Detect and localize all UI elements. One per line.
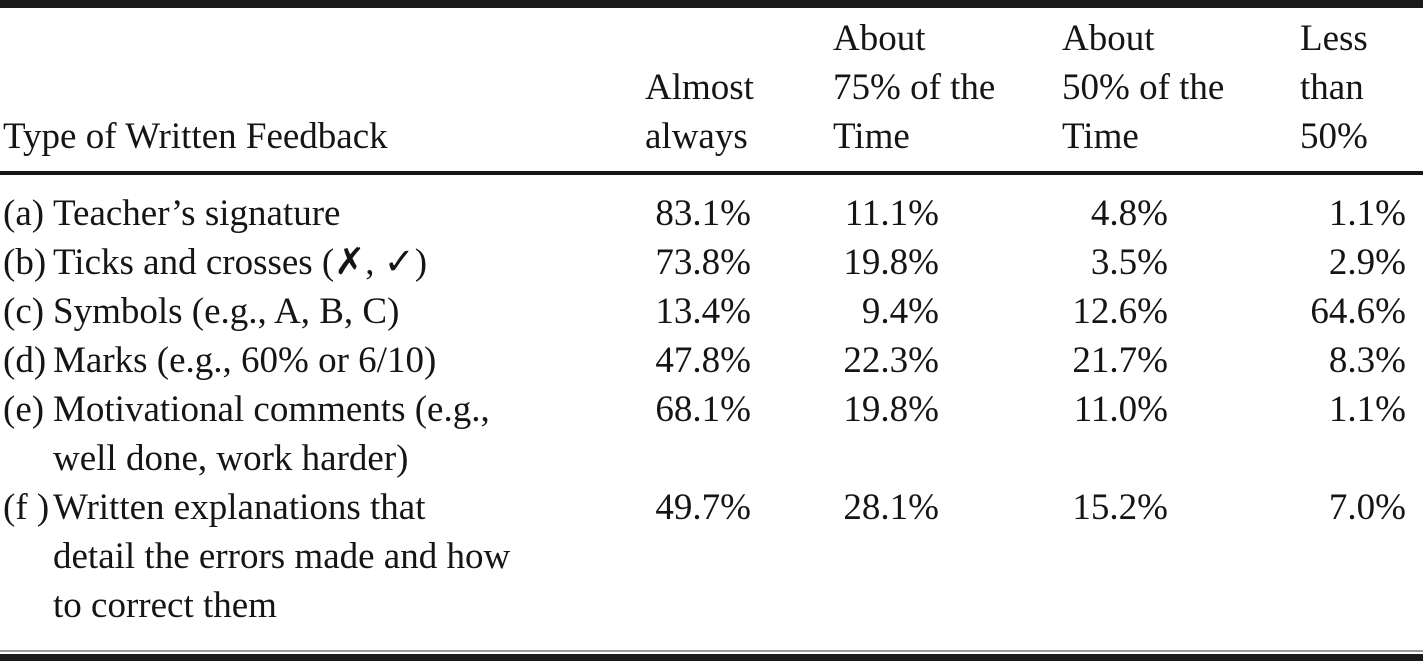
value-cell: 1.1% bbox=[1328, 389, 1406, 430]
value-cell: 4.8% bbox=[1090, 193, 1168, 234]
value-cell: 12.6% bbox=[1072, 291, 1168, 332]
table-bottom-thick-rule bbox=[0, 654, 1423, 661]
column-header-less-than-50: Less than 50% bbox=[1300, 8, 1423, 175]
row-label: (c) bbox=[3, 291, 45, 332]
table-body: (a) Teacher’s signature 83.1% 11.1% 4.8% … bbox=[0, 173, 1423, 630]
value-cell: 3.5% bbox=[1090, 242, 1168, 283]
value-cell: 49.7% bbox=[655, 487, 751, 528]
table-row-f: (f ) Written explanations that detail the… bbox=[0, 483, 1423, 630]
value-cell: 1.1% bbox=[1328, 193, 1406, 234]
row-header: (a) Teacher’s signature bbox=[0, 173, 645, 238]
table-row-e: (e) Motivational comments (e.g., well don… bbox=[0, 385, 1423, 483]
value-cell: 8.3% bbox=[1328, 340, 1406, 381]
column-header-75-percent: About 75% of the Time bbox=[833, 8, 1062, 175]
value-cell: 22.3% bbox=[843, 340, 939, 381]
value-cell: 83.1% bbox=[655, 193, 751, 234]
row-label: (a) bbox=[3, 193, 45, 234]
value-cell: 13.4% bbox=[655, 291, 751, 332]
table-row-c: (c) Symbols (e.g., A, B, C) 13.4% 9.4% 12… bbox=[0, 287, 1423, 336]
row-header: (e) Motivational comments (e.g., well don… bbox=[0, 385, 645, 483]
value-cell: 19.8% bbox=[843, 389, 939, 430]
column-header-almost-always: Almost always bbox=[645, 8, 833, 175]
row-header: (b) Ticks and crosses (✗, ✓) bbox=[0, 238, 645, 287]
value-cell: 47.8% bbox=[655, 340, 751, 381]
row-header: (d) Marks (e.g., 60% or 6/10) bbox=[0, 336, 645, 385]
row-text: Written explanations that detail the err… bbox=[53, 487, 511, 626]
table-row-b: (b) Ticks and crosses (✗, ✓) 73.8% 19.8% … bbox=[0, 238, 1423, 287]
row-text: Teacher’s signature bbox=[53, 193, 341, 234]
value-cell: 28.1% bbox=[843, 487, 939, 528]
value-cell: 11.1% bbox=[844, 193, 939, 234]
value-cell: 11.0% bbox=[1073, 389, 1168, 430]
row-label: (b) bbox=[3, 242, 47, 283]
value-cell: 73.8% bbox=[655, 242, 751, 283]
table-header: Type of Written Feedback Almost always A… bbox=[0, 8, 1423, 175]
value-cell: 7.0% bbox=[1328, 487, 1406, 528]
row-text: Marks (e.g., 60% or 6/10) bbox=[53, 340, 437, 381]
value-cell: 2.9% bbox=[1328, 242, 1406, 283]
written-feedback-table: Type of Written Feedback Almost always A… bbox=[0, 8, 1423, 630]
value-cell: 9.4% bbox=[861, 291, 939, 332]
row-label: (f ) bbox=[3, 487, 50, 528]
row-header: (f ) Written explanations that detail the… bbox=[0, 483, 645, 630]
row-label: (e) bbox=[3, 389, 45, 430]
row-text: Motivational comments (e.g., well done, … bbox=[53, 389, 490, 479]
table-row-a: (a) Teacher’s signature 83.1% 11.1% 4.8% … bbox=[0, 173, 1423, 238]
column-header-50-percent: About 50% of the Time bbox=[1062, 8, 1300, 175]
value-cell: 68.1% bbox=[655, 389, 751, 430]
table-row-d: (d) Marks (e.g., 60% or 6/10) 47.8% 22.3%… bbox=[0, 336, 1423, 385]
value-cell: 64.6% bbox=[1310, 291, 1406, 332]
table-bottom-thin-rule bbox=[0, 650, 1423, 652]
row-label: (d) bbox=[3, 340, 47, 381]
value-cell: 15.2% bbox=[1072, 487, 1168, 528]
table-bottom-rule-gap bbox=[0, 652, 1423, 654]
column-header-feedback-type: Type of Written Feedback bbox=[0, 8, 645, 175]
row-text: Ticks and crosses (✗, ✓) bbox=[53, 242, 428, 283]
value-cell: 19.8% bbox=[843, 242, 939, 283]
row-header: (c) Symbols (e.g., A, B, C) bbox=[0, 287, 645, 336]
table-top-rule bbox=[0, 0, 1423, 8]
row-text: Symbols (e.g., A, B, C) bbox=[53, 291, 400, 332]
value-cell: 21.7% bbox=[1072, 340, 1168, 381]
